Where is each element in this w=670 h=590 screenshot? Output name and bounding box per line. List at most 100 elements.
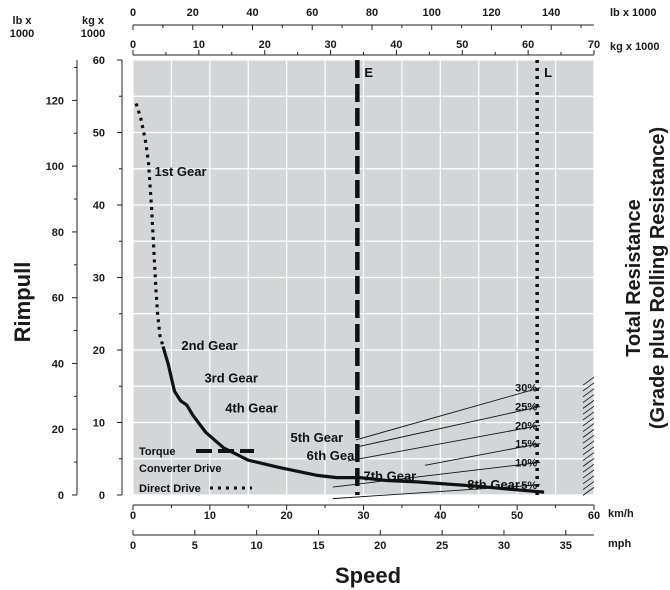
lb-tick-label: 100 (46, 161, 64, 173)
top-lb-tick-label: 40 (246, 7, 258, 19)
top-kg-unit: kg x 1000 (610, 41, 660, 53)
top-lb-tick-label: 80 (366, 7, 378, 19)
lb-tick-label: 60 (52, 293, 64, 305)
resistance-hatch (582, 469, 595, 479)
kmh-unit: km/h (608, 508, 634, 520)
top-lb-tick-label: 140 (542, 7, 560, 19)
top-lb-tick-label: 0 (130, 7, 136, 19)
kg-tick-label: 30 (93, 273, 105, 285)
resistance-hatch (582, 452, 595, 461)
legend-torque-label: Torque (139, 446, 175, 458)
resistance-line (332, 484, 541, 500)
gear-label: 6th Gear (307, 448, 360, 463)
kmh-tick-label: 10 (204, 510, 216, 522)
resistance-hatch (582, 463, 595, 473)
curve-labels: E L 1st Gear 2nd Gear 3rd Gear 4th Gear 5th Ge… (155, 65, 553, 492)
resistance-hatch (582, 481, 595, 490)
resistance-line (332, 461, 541, 488)
resistance-hatch (582, 458, 595, 467)
y2-axis-title-line2: (Grade plus Rolling Resistance) (647, 127, 669, 429)
marker-label-L: L (544, 65, 552, 80)
kmh-tick-label: 40 (434, 510, 446, 522)
kg-tick-label: 60 (93, 55, 105, 67)
mph-tick-label: 25 (436, 540, 448, 552)
resistance-hatch (582, 400, 595, 409)
kg-tick-label: 50 (93, 128, 105, 140)
y2-axis-title-line1: Total Resistance (623, 199, 645, 356)
top-lb-tick-label: 20 (187, 7, 199, 19)
kmh-tick-label: 50 (511, 510, 523, 522)
resistance-line (355, 387, 541, 441)
top-kg-tick-label: 20 (259, 39, 271, 51)
resistance-line (348, 424, 541, 462)
kmh-tick-label: 30 (357, 510, 369, 522)
top-kg-tick-label: 0 (130, 39, 136, 51)
kg-tick-label: 40 (93, 200, 105, 212)
kmh-tick-label: 0 (130, 510, 136, 522)
lb-tick-label: 120 (46, 95, 64, 107)
lb-tick-label: 0 (58, 490, 64, 502)
legend-direct-label: Direct Drive (139, 483, 201, 495)
resistance-hatch (582, 440, 595, 450)
resistance-hatch (582, 417, 595, 427)
lb-tick-label: 40 (52, 358, 64, 370)
gear-label: 3rd Gear (204, 371, 257, 386)
resistance-label: 20% (515, 420, 537, 432)
mph-tick-label: 20 (374, 540, 386, 552)
gear-label: 2nd Gear (181, 338, 237, 353)
x-axis-title: Speed (335, 563, 401, 588)
left-lb-unit: lb x 1000 (10, 15, 34, 40)
lb-tick-label: 20 (52, 424, 64, 436)
unit-labels: lb x 1000 kg x 1000 lb x 1000 kg x 1000 km… (10, 7, 660, 550)
lb-tick-label: 80 (52, 227, 64, 239)
total-resistance-lines: 30% 25% 20% 15% 10% 5% (332, 376, 595, 500)
curves (134, 60, 545, 495)
gear-label: 5th Gear (291, 430, 344, 445)
resistance-hatch (582, 382, 595, 392)
resistance-line (355, 406, 541, 448)
kmh-tick-label: 20 (281, 510, 293, 522)
resistance-hatch (582, 434, 595, 444)
resistance-hatch (582, 376, 595, 386)
resistance-label: 5% (521, 480, 537, 492)
mph-tick-label: 0 (130, 540, 136, 552)
resistance-hatch (582, 475, 595, 485)
resistance-hatch (582, 423, 595, 432)
resistance-hatch (582, 487, 595, 496)
resistance-label: 25% (515, 402, 537, 414)
kg-tick-label: 0 (99, 490, 105, 502)
top-kg-tick-label: 70 (588, 39, 600, 51)
top-kg-tick-label: 60 (522, 39, 534, 51)
resistance-hatch (582, 388, 595, 398)
top-kg-tick-label: 40 (390, 39, 402, 51)
resistance-hatch (582, 394, 595, 403)
resistance-line (424, 443, 541, 466)
mph-tick-label: 30 (498, 540, 510, 552)
top-kg-tick-label: 30 (324, 39, 336, 51)
gear-label: 1st Gear (155, 164, 207, 179)
top-lb-tick-label: 60 (306, 7, 318, 19)
torque-converter-curve (161, 345, 545, 494)
top-kg-tick-label: 50 (456, 39, 468, 51)
resistance-hatch (582, 429, 595, 438)
grid-lines (132, 59, 595, 496)
legend: Torque Converter Drive Direct Drive (139, 446, 254, 495)
legend-converter-label: Converter Drive (139, 463, 222, 475)
resistance-hatch (582, 405, 595, 415)
gear-label: 7th Gear (364, 469, 417, 484)
marker-label-E: E (364, 65, 373, 80)
resistance-label: 10% (515, 457, 537, 469)
mph-unit: mph (608, 538, 632, 550)
top-kg-tick-label: 10 (193, 39, 205, 51)
kmh-tick-label: 60 (588, 510, 600, 522)
gear-label: 8th Gear (467, 477, 520, 492)
top-lb-unit: lb x 1000 (610, 7, 656, 19)
mph-tick-label: 35 (560, 540, 572, 552)
resistance-hatch (582, 411, 595, 421)
top-lb-tick-label: 100 (423, 7, 441, 19)
mph-tick-label: 15 (312, 540, 324, 552)
left-kg-unit: kg x 1000 (81, 15, 105, 40)
gear-label: 4th Gear (225, 400, 278, 415)
